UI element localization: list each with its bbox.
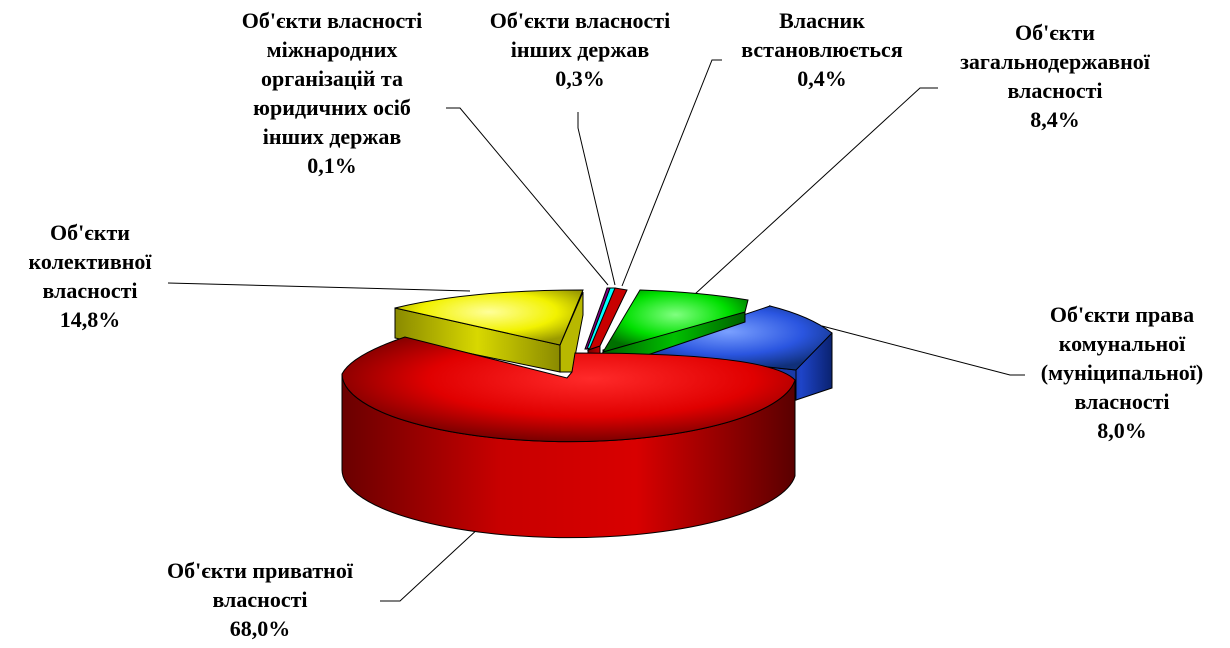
label-other-states-line-2: інших держав <box>510 37 650 62</box>
leader-owner-tbd <box>621 59 722 287</box>
label-communal-line-3: (муніципальної) <box>1040 360 1204 385</box>
label-other-states-value: 0,3% <box>555 66 605 91</box>
slice-values <box>353 312 807 448</box>
label-intl-orgs-line-5: інших держав <box>262 124 402 149</box>
leader-communal <box>821 325 1025 376</box>
label-state: Об'єкти загальнодержавної власності 8,4% <box>940 18 1170 134</box>
slice-private <box>341 336 796 539</box>
label-collective-line-1: Об'єкти <box>50 220 130 245</box>
label-communal: Об'єкти права комунальної (муніципальної… <box>1024 300 1220 445</box>
label-other-states: Об'єкти власності інших держав 0,3% <box>466 6 694 93</box>
label-intl-orgs-line-3: організацій та <box>261 66 403 91</box>
label-communal-line-2: комунальної <box>1058 331 1186 356</box>
label-state-value: 8,4% <box>1030 107 1080 132</box>
label-state-line-3: власності <box>1007 78 1103 103</box>
leader-lines <box>167 59 1025 602</box>
label-intl-orgs-value: 0,1% <box>307 153 357 178</box>
label-collective-value: 14,8% <box>59 307 121 332</box>
leader-intl-orgs <box>446 107 609 286</box>
label-private-line-2: власності <box>212 587 308 612</box>
label-collective: Об'єкти колективної власності 14,8% <box>10 218 170 334</box>
label-intl-orgs-line-4: юридичних осіб <box>253 95 411 120</box>
leader-other-states <box>577 112 616 286</box>
leader-state <box>694 87 938 295</box>
label-communal-value: 8,0% <box>1097 418 1147 443</box>
slice-intl-orgs <box>584 287 611 350</box>
label-owner-tbd-value: 0,4% <box>797 66 847 91</box>
label-owner-tbd-line-2: встановлюється <box>741 37 903 62</box>
label-private: Об'єкти приватної власності 68,0% <box>130 556 390 643</box>
label-intl-orgs: Об'єкти власності міжнародних організаці… <box>218 6 446 180</box>
label-intl-orgs-line-1: Об'єкти власності <box>241 8 423 33</box>
label-collective-line-3: власності <box>42 278 138 303</box>
label-collective-line-2: колективної <box>28 249 152 274</box>
slice-collective-edge <box>559 291 584 373</box>
leader-collective <box>167 282 471 292</box>
label-other-states-line-1: Об'єкти власності <box>489 8 671 33</box>
label-owner-tbd: Власник встановлюється 0,4% <box>722 6 922 93</box>
label-private-line-1: Об'єкти приватної <box>167 558 353 583</box>
label-communal-line-4: власності <box>1074 389 1170 414</box>
label-owner-tbd-line-1: Власник <box>779 8 865 33</box>
label-private-value: 68,0% <box>229 616 291 641</box>
label-state-line-2: загальнодержавної <box>960 49 1150 74</box>
slice-collective-top <box>394 289 584 346</box>
label-intl-orgs-line-2: міжнародних <box>266 37 398 62</box>
slice-private-top <box>341 336 796 443</box>
slice-state-top <box>601 289 749 353</box>
slice-collective <box>394 289 584 373</box>
label-communal-line-1: Об'єкти права <box>1049 302 1195 327</box>
label-state-line-1: Об'єкти <box>1015 20 1095 45</box>
